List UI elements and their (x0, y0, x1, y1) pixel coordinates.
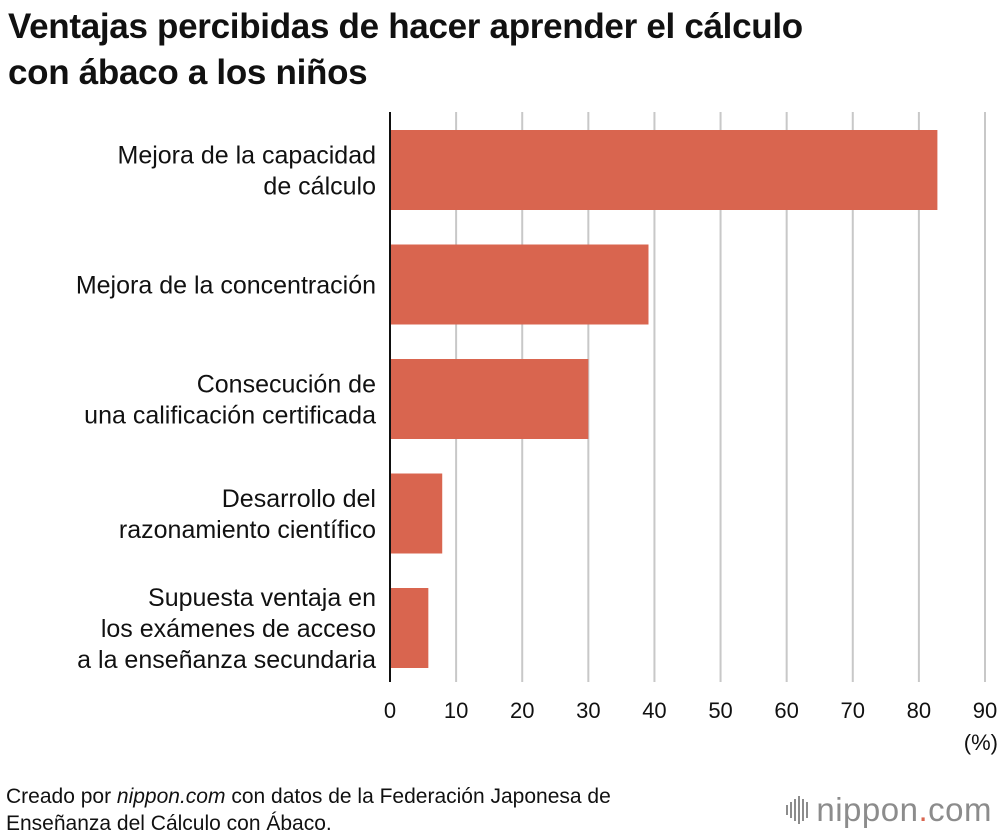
source-rest: con datos de la Federación Japonesa de (225, 785, 611, 808)
source-site: nippon.com (116, 785, 226, 808)
category-label: Mejora de la capacidad (118, 142, 377, 170)
x-tick-label: 80 (907, 698, 931, 723)
x-tick-label: 90 (973, 698, 997, 723)
category-label: Mejora de la concentración (76, 272, 376, 300)
logo-dot: . (918, 791, 929, 828)
x-tick-label: 10 (444, 698, 468, 723)
logo-bars-icon (786, 796, 809, 824)
category-label: una calificación certificada (84, 402, 376, 430)
x-tick-label: 60 (774, 698, 798, 723)
x-tick-label: 70 (841, 698, 865, 723)
source-note: Creado por nippon.com con datos de la Fe… (6, 783, 746, 837)
bar (390, 130, 938, 210)
x-tick-label: 40 (642, 698, 666, 723)
nippon-logo: nippon.com (786, 790, 992, 830)
x-tick-label: 20 (510, 698, 534, 723)
category-label: de cálculo (263, 173, 376, 201)
category-label: Supuesta ventaja en (148, 584, 376, 612)
category-label: Consecución de (197, 371, 376, 399)
source-prefix: Creado por (6, 785, 117, 808)
bar (390, 473, 443, 554)
bar (390, 244, 649, 325)
source-line2: Enseñanza del Cálculo con Ábaco. (6, 812, 332, 835)
x-axis-unit: (%) (964, 730, 998, 755)
x-tick-label: 30 (576, 698, 600, 723)
category-label: a la enseñanza secundaria (77, 646, 376, 674)
x-tick-label: 50 (708, 698, 732, 723)
chart-title: Ventajas percibidas de hacer aprender el… (8, 4, 988, 96)
x-tick-label: 0 (384, 698, 396, 723)
chart-title-line2: con ábaco a los niños (8, 53, 368, 92)
category-label: Desarrollo del (222, 485, 376, 513)
category-label: los exámenes de acceso (101, 615, 376, 643)
bar (390, 588, 429, 668)
source-line1: Creado por nippon.com con datos de la Fe… (6, 783, 746, 810)
bar-chart: Mejora de la capacidad de cálculo Mejora d… (76, 112, 998, 755)
chart-title-line1: Ventajas percibidas de hacer aprender el… (8, 7, 803, 46)
bar (390, 359, 589, 439)
logo-tld: com (928, 791, 992, 828)
category-label: razonamiento científico (119, 516, 376, 544)
logo-wordmark: nippon.com (816, 791, 992, 829)
logo-name: nippon (816, 791, 919, 828)
